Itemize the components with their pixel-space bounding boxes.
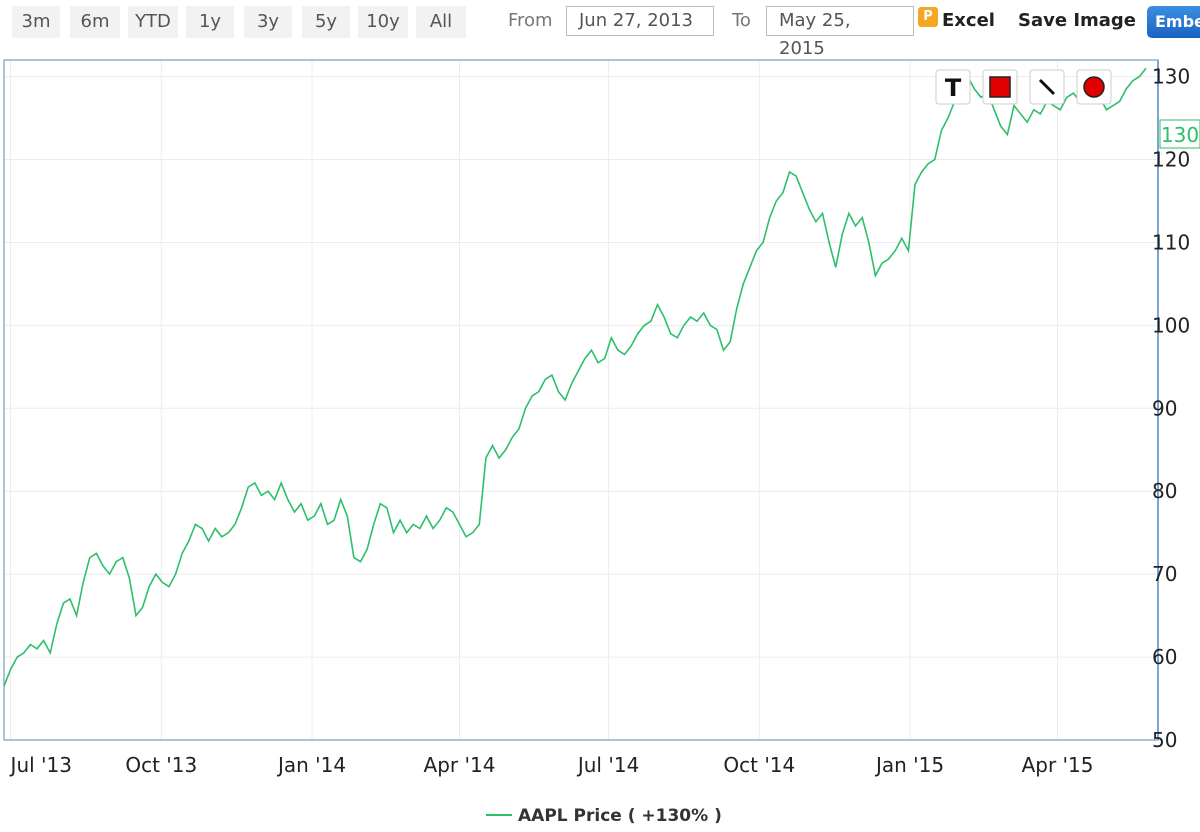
x-tick-label: Jul '14: [576, 753, 639, 777]
y-tick-label: 130: [1152, 65, 1190, 89]
x-tick-label: Apr '15: [1022, 753, 1094, 777]
x-axis-ticks: Jul '13 Oct '13 Jan '14 Apr '14 Jul '14 Oct '…: [9, 753, 1094, 777]
toolbar: 3m 6m YTD 1y 3y 5y 10y All From Jun 27, …: [0, 0, 1200, 59]
save-image-link[interactable]: Save Image: [1018, 10, 1137, 31]
x-tick-label: Oct '13: [125, 753, 197, 777]
to-label: To: [732, 10, 751, 31]
y-tick-label: 120: [1152, 148, 1190, 172]
y-tick-label: 80: [1152, 479, 1177, 503]
text-tool-glyph: T: [945, 74, 962, 102]
y-axis-ticks: 50 60 70 80 90 100 110 120 130: [1152, 65, 1190, 752]
circle-tool-icon[interactable]: [1076, 69, 1112, 105]
range-button-ytd[interactable]: YTD: [128, 6, 178, 38]
y-tick-label: 90: [1152, 396, 1177, 420]
x-tick-label: Oct '14: [723, 753, 795, 777]
y-tick-label: 60: [1152, 645, 1177, 669]
y-tick-label: 110: [1152, 230, 1190, 254]
from-label: From: [508, 10, 553, 31]
plot-area-border: [3, 59, 1159, 741]
line-tool-icon[interactable]: [1029, 69, 1065, 105]
x-tick-label: Apr '14: [424, 753, 496, 777]
range-button-all[interactable]: All: [416, 6, 466, 38]
range-button-1y[interactable]: 1y: [186, 6, 234, 38]
x-tick-label: Jul '13: [9, 753, 72, 777]
range-button-3y[interactable]: 3y: [244, 6, 292, 38]
excel-icon[interactable]: P: [918, 7, 938, 27]
range-button-6m[interactable]: 6m: [70, 6, 120, 38]
range-button-5y[interactable]: 5y: [302, 6, 350, 38]
y-tick-label: 100: [1152, 313, 1190, 337]
y-tick-label: 70: [1152, 562, 1177, 586]
text-tool-icon[interactable]: T: [935, 69, 971, 105]
from-date-input[interactable]: Jun 27, 2013: [566, 6, 714, 36]
to-date-input[interactable]: May 25, 2015: [766, 6, 914, 59]
legend-label: AAPL Price ( +130% ): [518, 806, 722, 826]
annotation-toolbar: T: [935, 69, 1112, 105]
current-value-flag: 130: [1159, 119, 1200, 149]
current-value-label: 130: [1161, 123, 1199, 147]
embed-button[interactable]: Embe: [1147, 6, 1200, 38]
series-line-aapl: [3, 67, 1147, 687]
range-button-10y[interactable]: 10y: [358, 6, 408, 38]
x-tick-label: Jan '15: [874, 753, 944, 777]
x-tick-label: Jan '14: [276, 753, 346, 777]
range-button-3m[interactable]: 3m: [12, 6, 60, 38]
legend[interactable]: AAPL Price ( +130% ): [486, 806, 722, 826]
rectangle-tool-icon[interactable]: [982, 69, 1018, 105]
y-tick-label: 50: [1152, 728, 1177, 752]
grid-lines: [4, 60, 1158, 740]
excel-link[interactable]: Excel: [942, 10, 995, 31]
